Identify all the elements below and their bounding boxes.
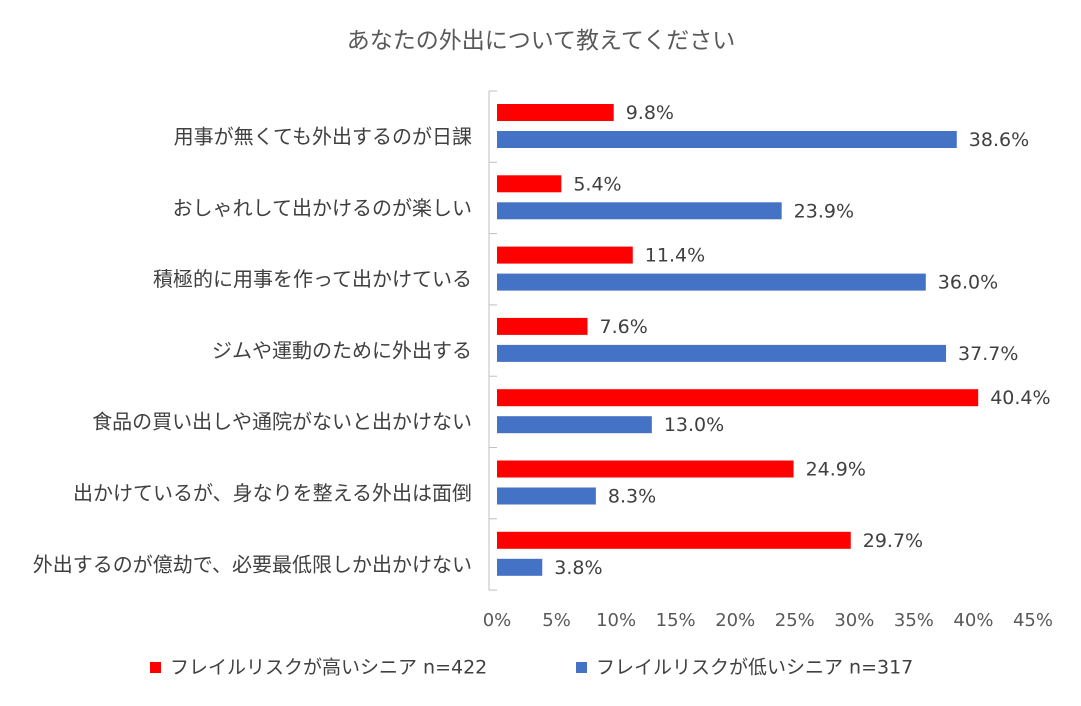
legend-label: フレイルリスクが高いシニア n=422 [170,657,487,679]
bar-high-risk [497,317,588,335]
data-label: 8.3% [608,486,656,508]
bar-low-risk [497,558,543,576]
data-label: 24.9% [806,459,866,481]
x-tick-label: 30% [834,610,874,631]
category-label: 食品の買い出しや通院がないと出かけない [92,410,472,434]
x-tick-label: 10% [596,610,636,631]
bar-high-risk [497,104,614,121]
bar-high-risk [497,389,979,407]
x-tick-label: 20% [715,610,755,631]
category-label: 外出するのが億劫で、必要最低限しか出かけない [33,552,472,576]
legend: フレイルリスクが高いシニア n=422 フレイルリスクが低いシニア n=317 [150,657,913,679]
bar-high-risk [497,246,633,264]
legend-label: フレイルリスクが低いシニア n=317 [596,657,913,679]
category-label: おしゃれして出かけるのが楽しい [173,196,472,220]
data-label: 11.4% [645,245,705,267]
data-label: 9.8% [626,102,674,124]
bars-layer [497,104,979,576]
bar-high-risk [497,175,562,193]
bar-low-risk [497,131,957,148]
bar-low-risk [497,344,947,362]
x-tick-label: 45% [1013,610,1053,631]
data-label: 37.7% [958,343,1018,365]
x-tick-label: 15% [656,610,696,631]
bar-low-risk [497,202,782,220]
legend-swatch [150,662,161,673]
labels-layer: 用事が無くても外出するのが日課おしゃれして出かけるのが楽しい積極的に用事を作って… [33,102,1051,579]
data-label: 29.7% [863,530,923,552]
axis-layer: 0% 5% 10% 15% 20% 25% 30% 35% 40% 45% [483,90,1053,631]
x-tick-label: 40% [953,610,993,631]
bar-low-risk [497,487,596,505]
data-label: 13.0% [664,414,724,436]
data-label: 36.0% [938,272,998,294]
x-tick-label: 0% [483,610,512,631]
legend-swatch [576,662,587,673]
x-tick-label: 35% [894,610,934,631]
category-label: 積極的に用事を作って出かけている [153,267,472,291]
category-label: 用事が無くても外出するのが日課 [174,125,472,149]
data-label: 23.9% [794,200,854,222]
x-tick-label: 25% [775,610,815,631]
data-label: 7.6% [600,316,648,338]
bar-high-risk [497,460,794,478]
data-label: 40.4% [990,387,1050,409]
category-label: 出かけているが、身なりを整える外出は面倒 [73,481,472,505]
data-label: 38.6% [969,129,1029,151]
bar-low-risk [497,416,652,434]
category-label: ジムや運動のために外出する [212,338,472,362]
data-label: 5.4% [573,173,621,195]
x-tick-label: 5% [542,610,571,631]
data-label: 3.8% [554,557,602,579]
bar-low-risk [497,273,926,291]
chart-title: あなたの外出について教えてください [347,28,735,54]
bar-high-risk [497,531,851,549]
